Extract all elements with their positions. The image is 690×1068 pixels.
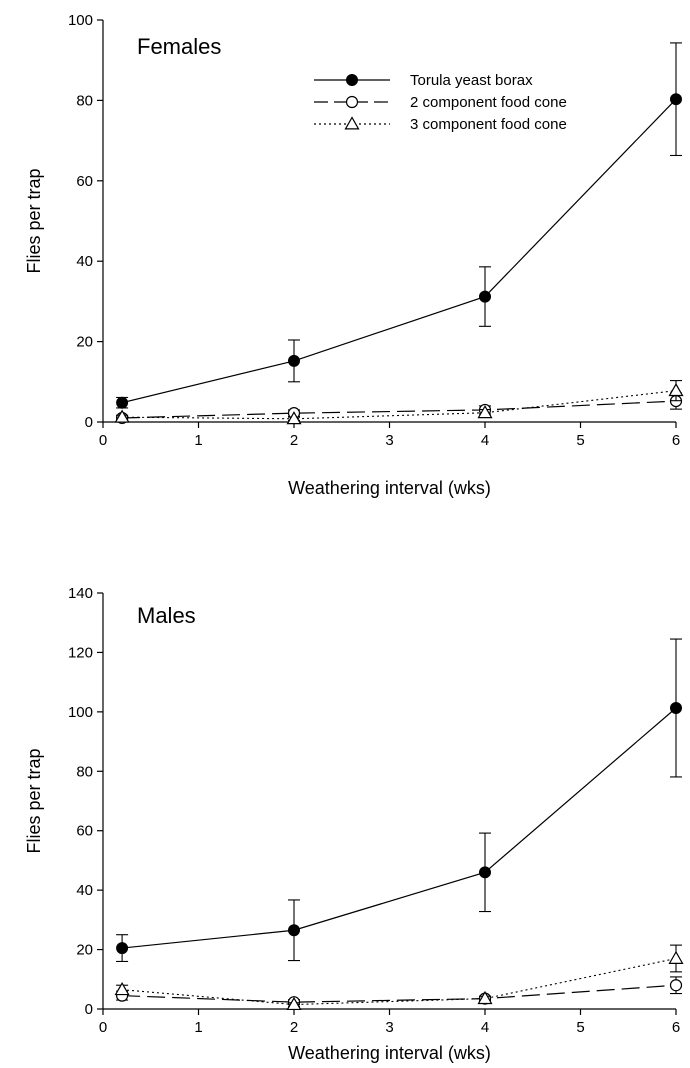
series-filled-circle: [116, 42, 682, 409]
series-line: [122, 400, 677, 419]
data-point: [479, 290, 491, 303]
y-tick-label: 40: [76, 253, 93, 270]
legend-label: 2 component food cone: [410, 94, 567, 111]
x-tick-label: 4: [481, 1019, 489, 1036]
series-line: [122, 957, 677, 1006]
x-tick-label: 1: [194, 1019, 202, 1036]
series-filled-circle: [116, 638, 682, 963]
panel-title: Males: [137, 603, 196, 628]
data-point: [670, 701, 682, 714]
y-tick-label: 80: [76, 763, 93, 780]
data-point: [668, 382, 684, 397]
x-tick-label: 0: [99, 432, 107, 449]
x-tick-label: 3: [385, 432, 393, 449]
data-point: [116, 942, 129, 955]
x-tick-label: 6: [672, 432, 680, 449]
legend-marker: [346, 74, 358, 86]
legend-marker: [345, 95, 359, 109]
data-point: [288, 354, 300, 367]
y-tick-label: 100: [68, 704, 93, 721]
legend-label: 3 component food cone: [410, 116, 567, 133]
series-line: [122, 707, 677, 949]
data-point: [114, 409, 130, 423]
legend-marker: [344, 116, 360, 130]
y-axis-title: Flies per trap: [24, 748, 44, 853]
x-tick-label: 3: [385, 1019, 393, 1036]
legend: Torula yeast borax 2 component food cone 3…: [314, 72, 567, 133]
data-point: [477, 990, 493, 1005]
data-point: [288, 924, 300, 937]
data-point: [286, 411, 302, 425]
y-tick-label: 60: [76, 823, 93, 840]
y-tick-label: 120: [68, 644, 93, 661]
y-tick-label: 60: [76, 173, 93, 190]
series-open-triangle: [114, 380, 684, 425]
data-point: [668, 950, 684, 964]
series-open-circle: [115, 392, 683, 425]
data-point: [670, 93, 682, 106]
x-tick-label: 0: [99, 1019, 107, 1036]
data-point: [286, 996, 302, 1011]
series-open-circle: [115, 976, 683, 1009]
panel-title: Females: [137, 34, 221, 59]
y-tick-label: 140: [68, 585, 93, 602]
chart-panel-0: 0 20 40 60 80 100 0 1 2 3 4 5 6 Weathering interval (…: [24, 12, 684, 498]
y-tick-label: 80: [76, 92, 93, 109]
x-tick-label: 1: [194, 432, 202, 449]
y-tick-label: 100: [68, 12, 93, 29]
x-tick-label: 2: [290, 1019, 298, 1036]
series-line: [121, 98, 677, 404]
x-axis-title: Weathering interval (wks): [288, 478, 491, 498]
series-line: [122, 390, 677, 420]
x-tick-label: 5: [576, 1019, 584, 1036]
chart-panel-1: 0 20 40 60 80 100 120 140 0 1 2 3 4 5 6 Weathering inte…: [24, 585, 684, 1063]
y-axis-title: Flies per trap: [24, 168, 44, 273]
x-tick-label: 6: [672, 1019, 680, 1036]
x-tick-label: 5: [576, 432, 584, 449]
x-tick-label: 4: [481, 432, 489, 449]
y-tick-label: 20: [76, 334, 93, 351]
series-open-triangle: [114, 944, 684, 1011]
data-point: [116, 396, 129, 409]
series-line: [122, 984, 677, 1003]
y-tick-label: 20: [76, 942, 93, 959]
y-tick-label: 40: [76, 882, 93, 899]
x-tick-label: 2: [290, 432, 298, 449]
data-point: [477, 405, 493, 419]
data-point: [669, 979, 683, 992]
data-point: [114, 981, 130, 996]
y-tick-label: 0: [85, 1001, 93, 1018]
x-axis-title: Weathering interval (wks): [288, 1043, 491, 1063]
data-point: [479, 866, 491, 879]
legend-label: Torula yeast borax: [410, 72, 533, 89]
y-tick-label: 0: [85, 414, 93, 431]
